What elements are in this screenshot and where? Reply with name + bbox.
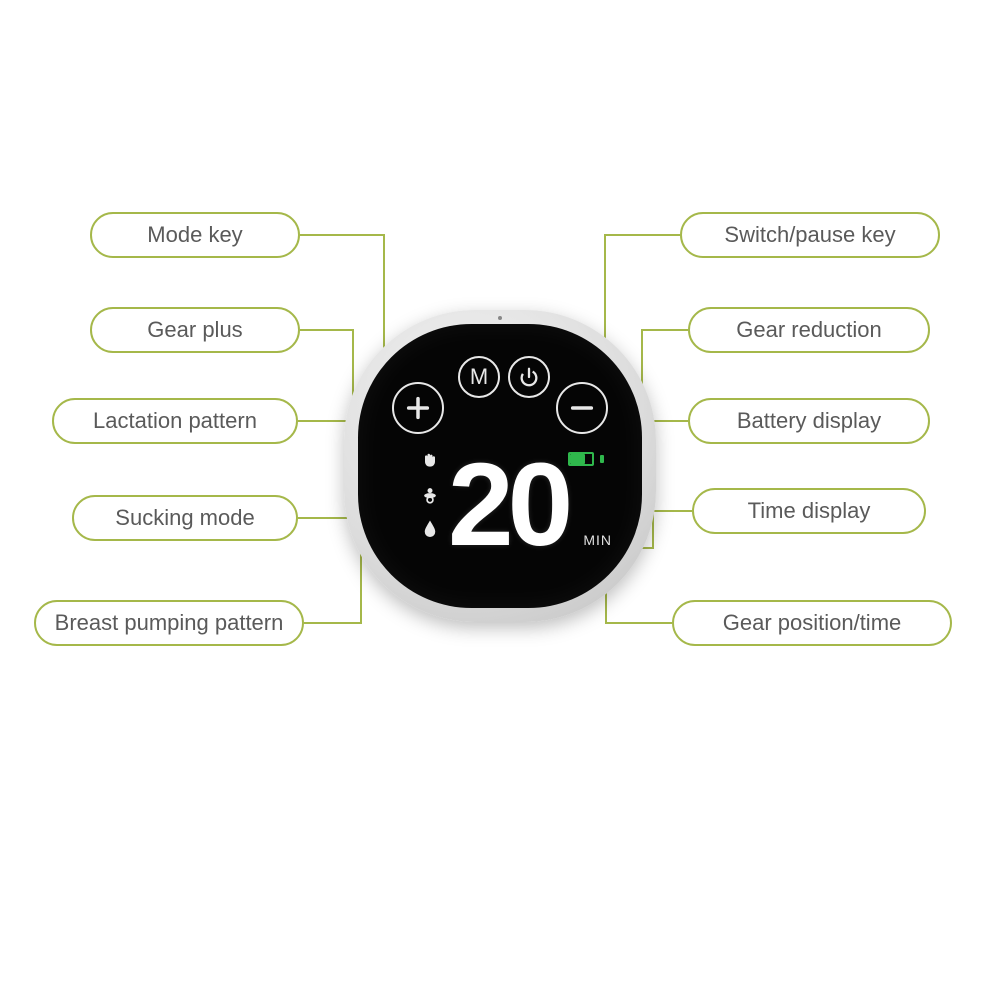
mode-button[interactable]: M: [458, 356, 500, 398]
callout-label: Battery display: [737, 408, 881, 434]
callout-pumping: Breast pumping pattern: [34, 600, 304, 646]
pumping-drop-icon: [420, 518, 440, 538]
callout-time-disp: Time display: [692, 488, 926, 534]
device-shell: M: [344, 310, 656, 622]
callout-switch-pause: Switch/pause key: [680, 212, 940, 258]
callout-gear-pos-time: Gear position/time: [672, 600, 952, 646]
callout-label: Gear position/time: [723, 610, 902, 636]
battery-icon: [568, 452, 598, 466]
led-display: 20: [448, 446, 567, 564]
device-face: M: [358, 324, 642, 608]
callout-label: Breast pumping pattern: [55, 610, 284, 636]
callout-battery-disp: Battery display: [688, 398, 930, 444]
lactation-hand-icon: [420, 450, 440, 470]
callout-mode-key: Mode key: [90, 212, 300, 258]
callout-gear-reduction: Gear reduction: [688, 307, 930, 353]
callout-label: Gear reduction: [736, 317, 882, 343]
callout-sucking: Sucking mode: [72, 495, 298, 541]
sucking-pacifier-icon: [420, 484, 440, 504]
gear-minus-button[interactable]: [556, 382, 608, 434]
callout-label: Lactation pattern: [93, 408, 257, 434]
gear-plus-button[interactable]: [392, 382, 444, 434]
callout-label: Switch/pause key: [724, 222, 895, 248]
callout-gear-plus: Gear plus: [90, 307, 300, 353]
callout-label: Sucking mode: [115, 505, 254, 531]
mode-indicator-icons: [420, 450, 440, 538]
callout-label: Mode key: [147, 222, 242, 248]
power-button[interactable]: [508, 356, 550, 398]
power-icon: [518, 366, 540, 388]
indicator-dot: [498, 316, 502, 320]
infographic-canvas: M: [0, 0, 1000, 1000]
callout-label: Gear plus: [147, 317, 242, 343]
plus-icon: [404, 394, 432, 422]
callout-lactation: Lactation pattern: [52, 398, 298, 444]
min-label: MIN: [583, 532, 612, 548]
mode-icon: M: [470, 364, 488, 390]
minus-icon: [568, 394, 596, 422]
callout-label: Time display: [748, 498, 871, 524]
